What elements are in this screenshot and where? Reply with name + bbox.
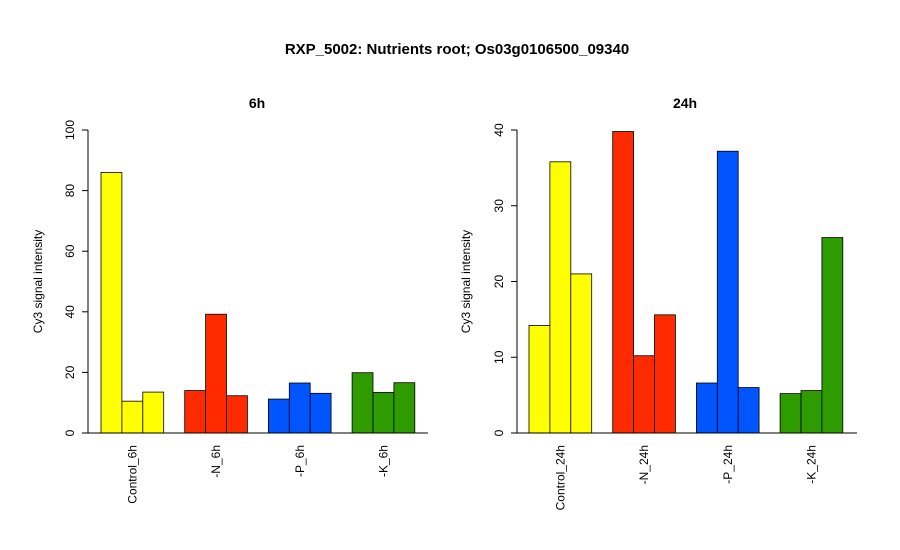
- bar: [142, 391, 165, 434]
- bar: [372, 391, 395, 434]
- y-axis-label: Cy3 signal intensity: [459, 230, 473, 333]
- y-tick-label: 20: [63, 365, 77, 379]
- bar: [633, 355, 655, 434]
- x-tick-label: Control_6h: [125, 445, 139, 504]
- bar: [205, 313, 227, 434]
- x-tick-label: -N_24h: [637, 445, 651, 484]
- y-tick-label: 20: [492, 275, 506, 289]
- x-tick-label: -N_6h: [209, 445, 223, 478]
- y-tick-label: 0: [492, 429, 506, 436]
- bar: [288, 382, 311, 434]
- chart-panel-6h: 6h Cy3 signal intensity 0 20 40 60 80 100 Contro…: [31, 95, 428, 504]
- bar: [654, 314, 676, 434]
- bar: [121, 400, 144, 434]
- bar: [737, 387, 760, 434]
- bar: [309, 392, 332, 434]
- bar: [351, 372, 374, 434]
- y-tick-label: 0: [63, 429, 77, 436]
- y-tick-label: 60: [63, 244, 77, 258]
- bar: [612, 131, 635, 434]
- x-tick-label: Control_24h: [553, 445, 567, 510]
- x-tick-label: -K_6h: [376, 445, 390, 477]
- panel-title: 6h: [249, 95, 265, 111]
- bar: [100, 172, 123, 434]
- y-axis-label: Cy3 signal intensity: [31, 230, 45, 333]
- chart-panel-24h: 24h Cy3 signal intensity 0 10 20 30 40 Control_…: [459, 95, 857, 510]
- bar: [800, 390, 823, 434]
- y-tick-label: 30: [492, 199, 506, 213]
- x-tick-label: -P_6h: [293, 445, 307, 477]
- x-tick-label: -P_24h: [721, 445, 735, 484]
- panel-title: 24h: [673, 95, 697, 111]
- bar: [184, 390, 206, 434]
- bar: [716, 150, 739, 434]
- y-tick-label: 80: [63, 184, 77, 198]
- y-tick-label: 10: [492, 350, 506, 364]
- bar: [570, 273, 593, 434]
- x-tick-label: -K_24h: [804, 445, 818, 484]
- bar: [226, 395, 248, 434]
- bar: [549, 161, 572, 434]
- bar: [528, 325, 551, 434]
- y-tick-label: 40: [492, 123, 506, 137]
- y-tick-label: 40: [63, 305, 77, 319]
- page-title: RXP_5002: Nutrients root; Os03g0106500_0…: [285, 41, 629, 58]
- bar: [267, 398, 290, 434]
- bar: [696, 382, 718, 434]
- y-tick-label: 100: [63, 120, 77, 140]
- bar: [393, 382, 416, 434]
- bar: [779, 393, 802, 434]
- bar: [821, 237, 844, 434]
